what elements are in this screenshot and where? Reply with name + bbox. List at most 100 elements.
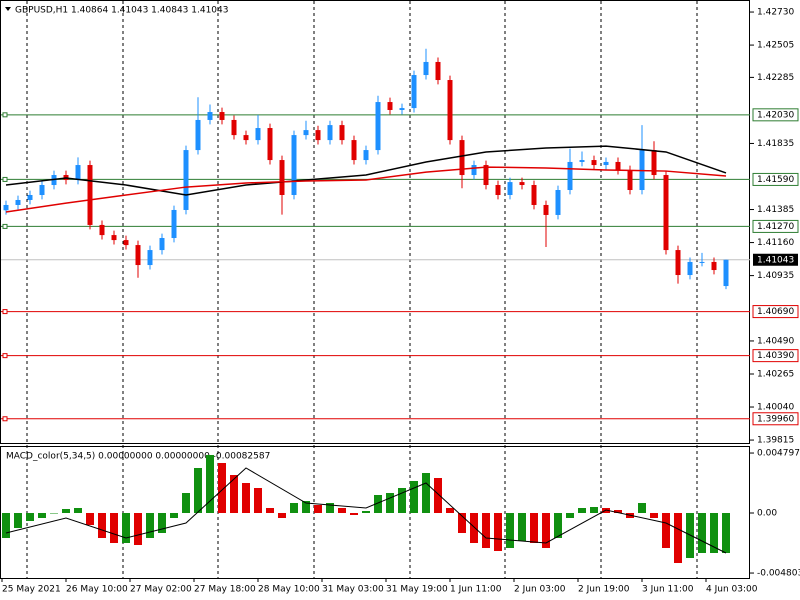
level-label: 1.42030 bbox=[757, 110, 794, 120]
candle-body bbox=[459, 140, 465, 176]
candle-body bbox=[507, 182, 513, 195]
separators bbox=[26, 1, 698, 578]
candle-body bbox=[75, 165, 81, 181]
level-marker bbox=[2, 223, 8, 229]
x-tick-label: 31 May 03:00 bbox=[322, 585, 384, 595]
candle-body bbox=[555, 190, 561, 215]
macd-bar bbox=[398, 488, 406, 513]
candle-body bbox=[135, 245, 141, 266]
macd-bar bbox=[158, 513, 166, 533]
candle-body bbox=[615, 161, 621, 171]
macd-bar bbox=[26, 513, 34, 521]
macd-bar bbox=[386, 493, 394, 513]
macd-bar bbox=[722, 513, 730, 553]
level-tag bbox=[752, 412, 799, 426]
candle-body bbox=[291, 135, 297, 195]
x-tick-label: 1 Jun 11:00 bbox=[450, 585, 502, 595]
macd-bar bbox=[710, 513, 718, 553]
macd-bar bbox=[458, 513, 466, 533]
macd-bar bbox=[638, 503, 646, 513]
macd-bar bbox=[50, 513, 58, 514]
y2-tick-label: -0.004803 bbox=[757, 569, 800, 579]
candle-body bbox=[375, 102, 381, 151]
candle-body bbox=[627, 170, 633, 191]
level-marker bbox=[2, 176, 8, 182]
candle-body bbox=[111, 235, 117, 241]
macd-bar bbox=[182, 493, 190, 513]
level-label: 1.39960 bbox=[757, 414, 794, 424]
macd-bar bbox=[326, 503, 334, 513]
candle-body bbox=[159, 238, 165, 251]
macd-bar bbox=[518, 513, 526, 541]
candle-body bbox=[231, 119, 237, 136]
macd-bar bbox=[650, 513, 658, 518]
level-tag bbox=[752, 305, 799, 319]
x-tick-label: 26 May 10:00 bbox=[66, 585, 128, 595]
menu-icon[interactable] bbox=[5, 7, 11, 11]
candle-body bbox=[3, 204, 9, 211]
candle-body bbox=[99, 224, 105, 236]
level-tag bbox=[752, 349, 799, 363]
candle-body bbox=[519, 182, 525, 186]
candle-body bbox=[579, 160, 585, 162]
candle-body bbox=[435, 61, 441, 81]
candle-body bbox=[15, 199, 21, 205]
macd-bar bbox=[146, 513, 154, 538]
candle-body bbox=[303, 130, 309, 136]
macd-bar bbox=[314, 505, 322, 513]
macd-bar bbox=[242, 483, 250, 513]
candle-body bbox=[363, 150, 369, 161]
candle-body bbox=[471, 165, 477, 176]
candle-body bbox=[339, 125, 345, 141]
macd-bar bbox=[218, 463, 226, 513]
macd-bar bbox=[350, 513, 358, 515]
candle-body bbox=[687, 261, 693, 276]
candle-body bbox=[267, 128, 273, 161]
candle-body bbox=[195, 119, 201, 151]
macd-bar bbox=[110, 513, 118, 543]
macd-panel-frame bbox=[0, 446, 750, 579]
macd-bar bbox=[62, 509, 70, 513]
macd-bar bbox=[194, 468, 202, 513]
x-tick-label: 4 Jun 03:00 bbox=[706, 585, 758, 595]
candle-body bbox=[255, 128, 261, 141]
macd-bar bbox=[482, 513, 490, 548]
macd-bar bbox=[422, 473, 430, 513]
macd-bar bbox=[542, 513, 550, 548]
y-tick-label: 1.39815 bbox=[757, 436, 794, 446]
macd-bar bbox=[614, 510, 622, 513]
y2-tick-label: 0.00 bbox=[757, 509, 777, 519]
candle-body bbox=[147, 250, 153, 266]
x-tick-label: 28 May 10:00 bbox=[258, 585, 320, 595]
candle-body bbox=[123, 240, 129, 246]
candle-body bbox=[531, 185, 537, 205]
macd-bar bbox=[410, 481, 418, 513]
macd-bar bbox=[86, 513, 94, 525]
macd-bar bbox=[134, 513, 142, 545]
y-tick-label: 1.40265 bbox=[757, 369, 794, 379]
y-tick-label: 1.42505 bbox=[757, 41, 794, 51]
macd-bar bbox=[14, 513, 22, 528]
macd-bar bbox=[302, 501, 310, 513]
x-tick-label: 3 Jun 11:00 bbox=[642, 585, 694, 595]
macd-bar bbox=[446, 508, 454, 513]
candle-body bbox=[243, 135, 249, 141]
candle-body bbox=[663, 175, 669, 251]
candle-body bbox=[723, 259, 729, 287]
y-tick-label: 1.40935 bbox=[757, 271, 794, 281]
macd-bar bbox=[662, 513, 670, 548]
candle-body bbox=[483, 165, 489, 186]
current-price-tag bbox=[753, 253, 798, 266]
candle-body bbox=[387, 102, 393, 110]
macd-bar bbox=[698, 513, 706, 553]
macd-bar bbox=[362, 511, 370, 513]
level-marker bbox=[2, 353, 8, 359]
x-tick-label: 25 May 2021 bbox=[2, 585, 61, 595]
candle-body bbox=[567, 161, 573, 191]
macd-bar bbox=[674, 513, 682, 563]
macd-bar bbox=[290, 503, 298, 513]
level-label: 1.41270 bbox=[757, 222, 794, 232]
candle-body bbox=[207, 112, 213, 120]
level-tag bbox=[752, 172, 799, 186]
